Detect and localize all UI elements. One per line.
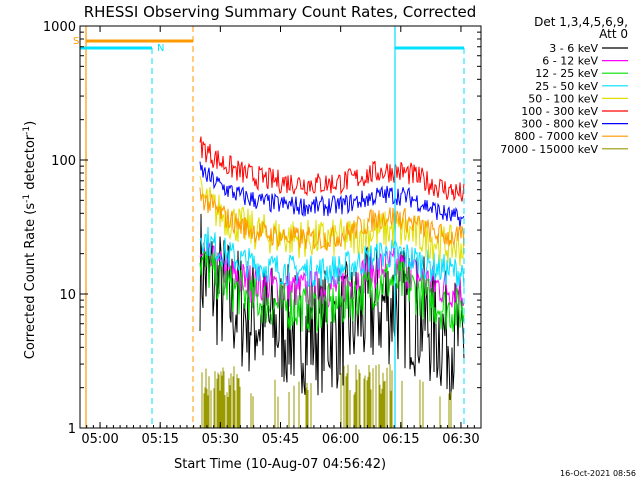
y-tick-label: 100 — [51, 154, 76, 169]
series-line — [199, 226, 465, 288]
series-line — [199, 187, 465, 251]
y-axis-label-sup2: -1 — [22, 126, 32, 135]
y-axis: 1 10 100 1000 — [43, 20, 481, 437]
legend-label: 800 - 7000 keV — [514, 130, 598, 143]
footer-timestamp: 16-Oct-2021 08:56 — [560, 469, 636, 478]
chart-title: RHESSI Observing Summary Count Rates, Co… — [84, 3, 477, 21]
x-tick-label: 05:30 — [202, 432, 239, 447]
x-tick-label: 06:15 — [382, 432, 419, 447]
series-0 — [199, 213, 465, 401]
y-tick-label: 1000 — [43, 20, 76, 35]
x-axis: 05:00 05:15 05:30 05:45 06:00 06:15 06:30 — [79, 26, 480, 447]
legend-label: 100 - 300 keV — [521, 105, 598, 118]
annotation-marks: SN — [73, 26, 465, 428]
legend-label: 12 - 25 keV — [535, 67, 598, 80]
y-axis-label-mid: detector — [23, 134, 38, 194]
series-4 — [199, 176, 465, 267]
y-axis-label: Corrected Count Rate (s-1 detector-1) — [22, 121, 38, 359]
legend-label: 7000 - 15000 keV — [500, 143, 598, 156]
saa-label: S — [73, 36, 79, 47]
series-line — [199, 161, 465, 230]
series-layer — [199, 136, 465, 428]
y-tick-label: 10 — [59, 288, 76, 303]
series-line — [199, 249, 465, 333]
legend-label: 25 - 50 keV — [535, 80, 598, 93]
y-axis-label-sup1: -1 — [22, 194, 32, 203]
legend-label: 3 - 6 keV — [549, 42, 598, 55]
series-line — [199, 176, 465, 267]
series-3 — [199, 226, 465, 288]
series-line — [201, 364, 452, 428]
x-axis-label: Start Time (10-Aug-07 04:56:42) — [174, 457, 386, 472]
y-tick-label: 1 — [68, 422, 76, 437]
y-axis-label-end: ) — [23, 121, 38, 126]
series-7 — [199, 187, 465, 251]
series-line — [199, 136, 465, 202]
x-tick-label: 06:00 — [322, 432, 359, 447]
series-line — [199, 213, 465, 401]
legend-label: 50 - 100 keV — [528, 92, 598, 105]
x-tick-label: 05:00 — [81, 432, 118, 447]
series-5 — [199, 136, 465, 202]
legend-label: 300 - 800 keV — [521, 118, 598, 131]
series-2 — [199, 249, 465, 333]
night-label: N — [157, 43, 164, 54]
legend-header-detectors: Det 1,3,4,5,6,9, — [534, 15, 628, 29]
series-6 — [199, 161, 465, 230]
y-axis-label-main: Corrected Count Rate (s — [23, 203, 38, 360]
x-tick-label: 05:45 — [262, 432, 299, 447]
legend-label: 6 - 12 keV — [542, 55, 598, 68]
legend-header-attenuator: Att 0 — [599, 27, 628, 41]
x-tick-label: 06:30 — [442, 432, 479, 447]
series-8 — [201, 364, 452, 428]
x-tick-label: 05:15 — [141, 432, 178, 447]
